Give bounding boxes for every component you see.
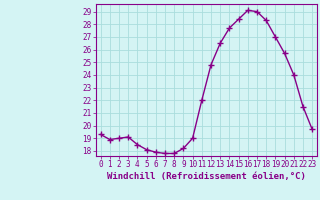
- X-axis label: Windchill (Refroidissement éolien,°C): Windchill (Refroidissement éolien,°C): [107, 172, 306, 181]
